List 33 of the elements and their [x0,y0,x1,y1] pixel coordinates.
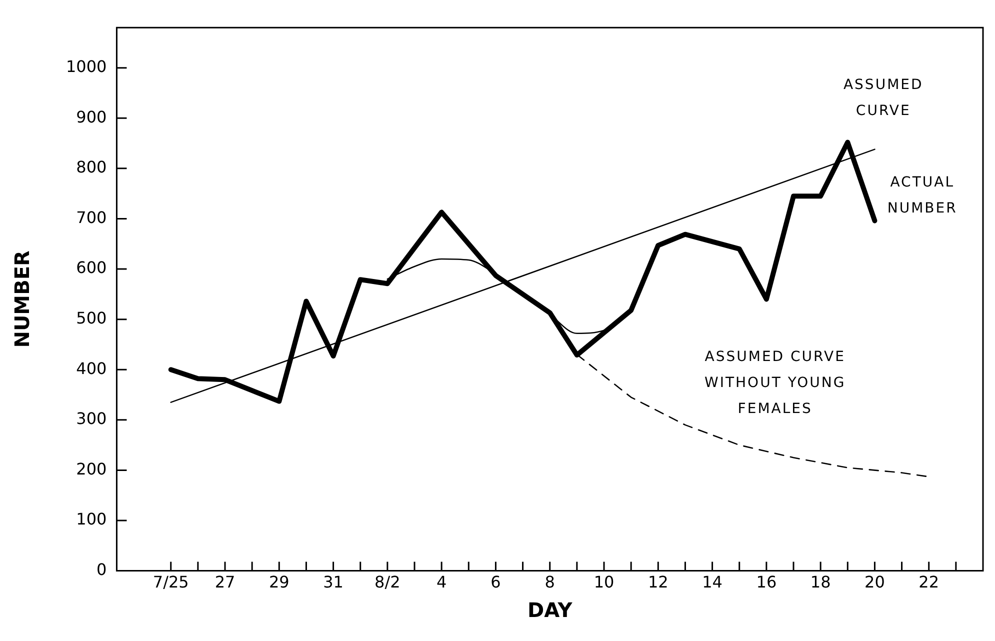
x-tick-label: 20 [864,572,885,592]
text: ASSUMED CURVE [843,76,924,119]
annotation: ASSUMED CURVE [704,349,846,366]
x-tick-label: 12 [648,572,668,592]
x-axis-title: DAY [528,598,573,622]
y-tick-label: 400 [76,358,107,378]
x-tick-label: 14 [702,572,722,592]
y-tick-label: 1000 [66,56,107,76]
y-tick-label: 500 [76,308,107,328]
x-tick-label: 6 [490,572,501,592]
y-tick-label: 100 [76,510,107,529]
x-tick-label: 29 [268,572,290,592]
x-tick-label: 22 [918,572,940,592]
text: WITHOUT YOUNG FEMALES [704,375,846,418]
y-tick-label: 0 [96,560,107,579]
x-tick-label: 27 [214,572,236,592]
text: NUMBER [10,250,34,348]
x-tick-label: 10 [594,572,614,592]
y-tick-label: 900 [76,107,107,126]
x-tick-label: 31 [323,572,344,592]
x-tick-label: 18 [810,572,831,592]
x-tick-label: 4 [436,572,447,592]
y-tick-label: 600 [76,258,107,278]
x-tick-label: 8/2 [374,572,400,592]
y-axis-title: NUMBER [887,200,958,217]
y-tick-label: 800 [76,158,107,177]
x-tick-label: 8 [544,572,555,592]
x-tick-label: 7/25 [152,572,189,592]
y-tick-label: 300 [76,409,107,428]
y-tick-label: 700 [76,208,107,227]
y-tick-label: 200 [76,459,107,478]
text: ACTUAL [890,174,955,191]
x-tick-label: 16 [756,572,777,592]
